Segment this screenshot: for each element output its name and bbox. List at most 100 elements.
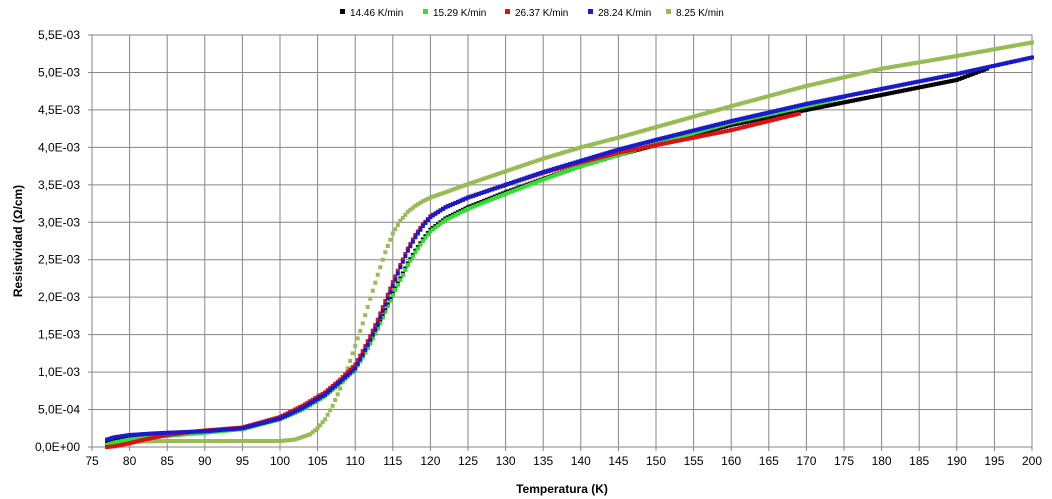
data-point — [527, 182, 532, 187]
data-point — [804, 104, 809, 109]
data-point — [420, 199, 425, 204]
data-point — [783, 106, 788, 111]
data-point — [395, 223, 400, 228]
data-point — [162, 430, 167, 435]
data-point — [682, 133, 687, 138]
data-point — [127, 437, 132, 442]
data-point — [975, 67, 980, 72]
data-point — [936, 75, 941, 80]
data-point — [345, 370, 350, 375]
data-point — [645, 139, 650, 144]
data-point — [674, 138, 679, 143]
data-point — [594, 154, 599, 159]
data-point — [522, 184, 527, 189]
data-point — [170, 430, 175, 435]
data-point — [690, 128, 695, 133]
data-point — [817, 99, 822, 104]
data-point — [328, 386, 333, 391]
data-point — [661, 139, 666, 144]
data-point — [410, 237, 415, 242]
y-tick-label: 1,0E-03 — [38, 365, 80, 379]
data-point — [340, 375, 345, 380]
data-point — [363, 347, 368, 352]
data-point — [355, 358, 360, 363]
data-point — [189, 439, 194, 444]
data-point — [923, 78, 928, 83]
data-point — [796, 111, 801, 116]
data-point — [718, 107, 723, 112]
x-tick-label: 190 — [947, 454, 967, 468]
data-point — [120, 439, 125, 444]
data-point — [165, 433, 170, 438]
legend-marker — [505, 9, 510, 14]
data-point — [568, 162, 573, 167]
data-point — [770, 117, 775, 122]
data-point — [525, 162, 530, 167]
data-point — [952, 72, 957, 77]
data-point — [400, 272, 405, 277]
data-point — [428, 195, 433, 200]
x-tick-label: 140 — [571, 454, 591, 468]
data-point — [300, 406, 305, 411]
data-point — [716, 107, 721, 112]
data-point — [726, 123, 731, 128]
data-point — [703, 133, 708, 138]
data-point — [871, 88, 876, 93]
data-point — [487, 188, 492, 193]
data-point — [562, 169, 567, 174]
data-point — [554, 166, 559, 171]
data-point — [125, 441, 130, 446]
data-point — [535, 171, 540, 176]
data-point — [600, 154, 605, 159]
data-point — [788, 88, 793, 93]
data-point — [584, 162, 589, 167]
data-point — [679, 137, 684, 142]
data-point — [471, 180, 476, 185]
data-point — [216, 439, 221, 444]
data-point — [666, 134, 671, 139]
data-point — [928, 77, 933, 82]
data-point — [476, 202, 481, 207]
data-point — [330, 386, 335, 391]
data-point — [892, 84, 897, 89]
data-point — [325, 390, 330, 395]
data-point — [1022, 57, 1027, 62]
data-point — [621, 134, 626, 139]
data-point — [926, 58, 931, 63]
data-point — [726, 119, 731, 124]
data-point — [348, 370, 353, 375]
data-point — [137, 438, 142, 443]
data-point — [959, 70, 964, 75]
data-point — [229, 439, 234, 444]
data-point — [253, 439, 258, 444]
data-point — [971, 71, 976, 76]
data-point — [682, 130, 687, 135]
data-point — [879, 66, 884, 71]
legend: 14.46 K/min 15.29 K/min 26.37 K/min 28.24 K… — [340, 8, 724, 19]
y-tick-label: 0,0E+00 — [35, 440, 80, 454]
data-point — [560, 164, 564, 169]
data-point — [788, 107, 793, 112]
data-point — [120, 442, 125, 447]
data-point — [674, 132, 679, 137]
data-point — [157, 431, 162, 436]
data-point — [882, 66, 887, 71]
data-point — [127, 435, 132, 440]
data-point — [739, 116, 744, 121]
data-point — [197, 439, 202, 444]
data-point — [871, 68, 876, 73]
data-point — [425, 232, 430, 237]
data-point — [186, 429, 191, 434]
data-point — [592, 141, 597, 146]
data-point — [132, 440, 137, 445]
data-point — [393, 274, 398, 279]
data-point — [530, 181, 535, 186]
data-point — [261, 420, 266, 425]
data-point — [864, 70, 869, 75]
data-point — [708, 124, 713, 129]
data-point — [648, 126, 653, 131]
data-point — [739, 120, 744, 125]
data-point — [861, 90, 866, 95]
data-point — [796, 109, 801, 114]
data-point — [775, 108, 780, 113]
